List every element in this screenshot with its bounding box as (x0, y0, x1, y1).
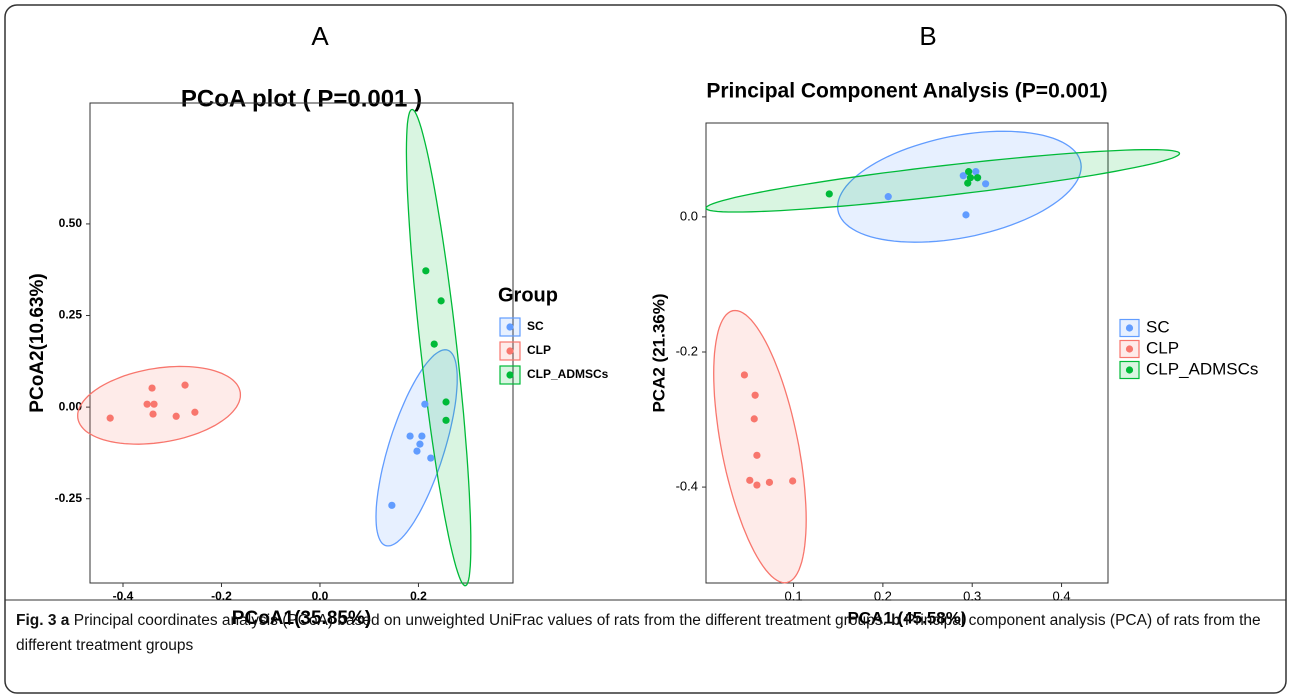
panel-label: B (919, 21, 936, 51)
point (959, 172, 967, 180)
y-axis-title: PCoA2(10.63%) (27, 273, 48, 412)
x-tick-label: 0.4 (1053, 588, 1071, 603)
legend-title: Group (498, 284, 558, 306)
x-tick-label: -0.4 (113, 589, 134, 603)
point (753, 481, 761, 489)
point (751, 391, 759, 399)
point (765, 478, 774, 486)
x-tick-label: 0.3 (963, 588, 981, 603)
part-label: a (60, 612, 70, 629)
x-axis-title: PCoA1(35.85%) (232, 608, 371, 629)
y-tick-label: -0.25 (55, 491, 83, 505)
point (442, 398, 450, 406)
y-tick-label: 0.25 (59, 308, 83, 322)
point (413, 447, 421, 455)
legend-label: CLP (1146, 338, 1179, 357)
confidence-ellipse (405, 108, 472, 587)
legend-marker (506, 323, 514, 331)
legend-label: SC (527, 319, 544, 333)
point (753, 451, 761, 459)
point (982, 180, 990, 188)
caption: Fig. 3 a Principal coordinates analysis … (16, 608, 1274, 658)
point (149, 410, 157, 418)
point (143, 400, 151, 408)
legend-label: SC (1146, 317, 1170, 336)
point (172, 412, 180, 420)
y-tick-label: 0.00 (59, 399, 83, 413)
point (884, 193, 892, 201)
point (150, 400, 158, 408)
y-tick-label: -0.4 (676, 479, 698, 494)
point (740, 371, 749, 379)
y-tick-label: -0.2 (676, 343, 698, 358)
x-tick-label: 0.2 (874, 588, 892, 603)
point (422, 267, 430, 275)
point (746, 476, 754, 484)
point (421, 400, 429, 408)
point (191, 408, 199, 416)
point (973, 174, 982, 182)
x-axis-title: PCA1 (45.58%) (847, 608, 966, 627)
point (750, 415, 758, 423)
y-tick-label: 0.0 (680, 208, 698, 223)
panel-label: A (311, 21, 329, 51)
part-label: b (891, 612, 901, 629)
point (965, 168, 973, 176)
figure-border (4, 4, 1287, 694)
point (966, 174, 975, 182)
point (106, 414, 114, 422)
point (418, 432, 426, 440)
chart-title: PCoA plot ( P=0.001 ) (181, 85, 422, 112)
point (181, 381, 189, 389)
point (148, 384, 156, 392)
point (388, 501, 396, 509)
plot-border (89, 102, 514, 584)
x-tick-label: 0.1 (785, 588, 803, 603)
legend-label: CLP (527, 343, 551, 357)
point (789, 477, 797, 485)
legend-marker (506, 371, 514, 379)
point (972, 168, 980, 176)
confidence-ellipse (713, 309, 807, 584)
point (962, 211, 970, 219)
chart-title: Principal Component Analysis (P=0.001) (706, 80, 1107, 103)
x-tick-label: 0.2 (410, 589, 427, 603)
point (427, 454, 435, 462)
figure-label: Fig. 3 (16, 612, 57, 629)
y-axis-title: PCA2 (21.36%) (649, 293, 668, 412)
confidence-ellipse (77, 365, 242, 445)
y-tick-label: 0.50 (59, 216, 83, 230)
caption-text: Principal component analysis (PCA) of ra… (16, 612, 1261, 654)
confidence-ellipse (705, 148, 1181, 213)
point (964, 179, 972, 187)
x-tick-label: 0.0 (312, 589, 329, 603)
point (430, 340, 438, 348)
plot-border (705, 122, 1109, 584)
legend-marker (1125, 345, 1134, 353)
legend-marker (1125, 366, 1134, 374)
point (825, 190, 833, 198)
caption-text: Principal coordinates analysis (PCoA) ba… (73, 612, 887, 629)
legend-label: CLP_ADMSCs (527, 367, 609, 381)
point (416, 440, 424, 448)
legend-marker (506, 347, 514, 355)
legend-marker (1125, 324, 1134, 332)
point (437, 297, 445, 305)
point (442, 416, 450, 424)
legend-label: CLP_ADMSCs (1146, 359, 1258, 378)
x-tick-label: -0.2 (211, 589, 232, 603)
point (406, 432, 414, 440)
